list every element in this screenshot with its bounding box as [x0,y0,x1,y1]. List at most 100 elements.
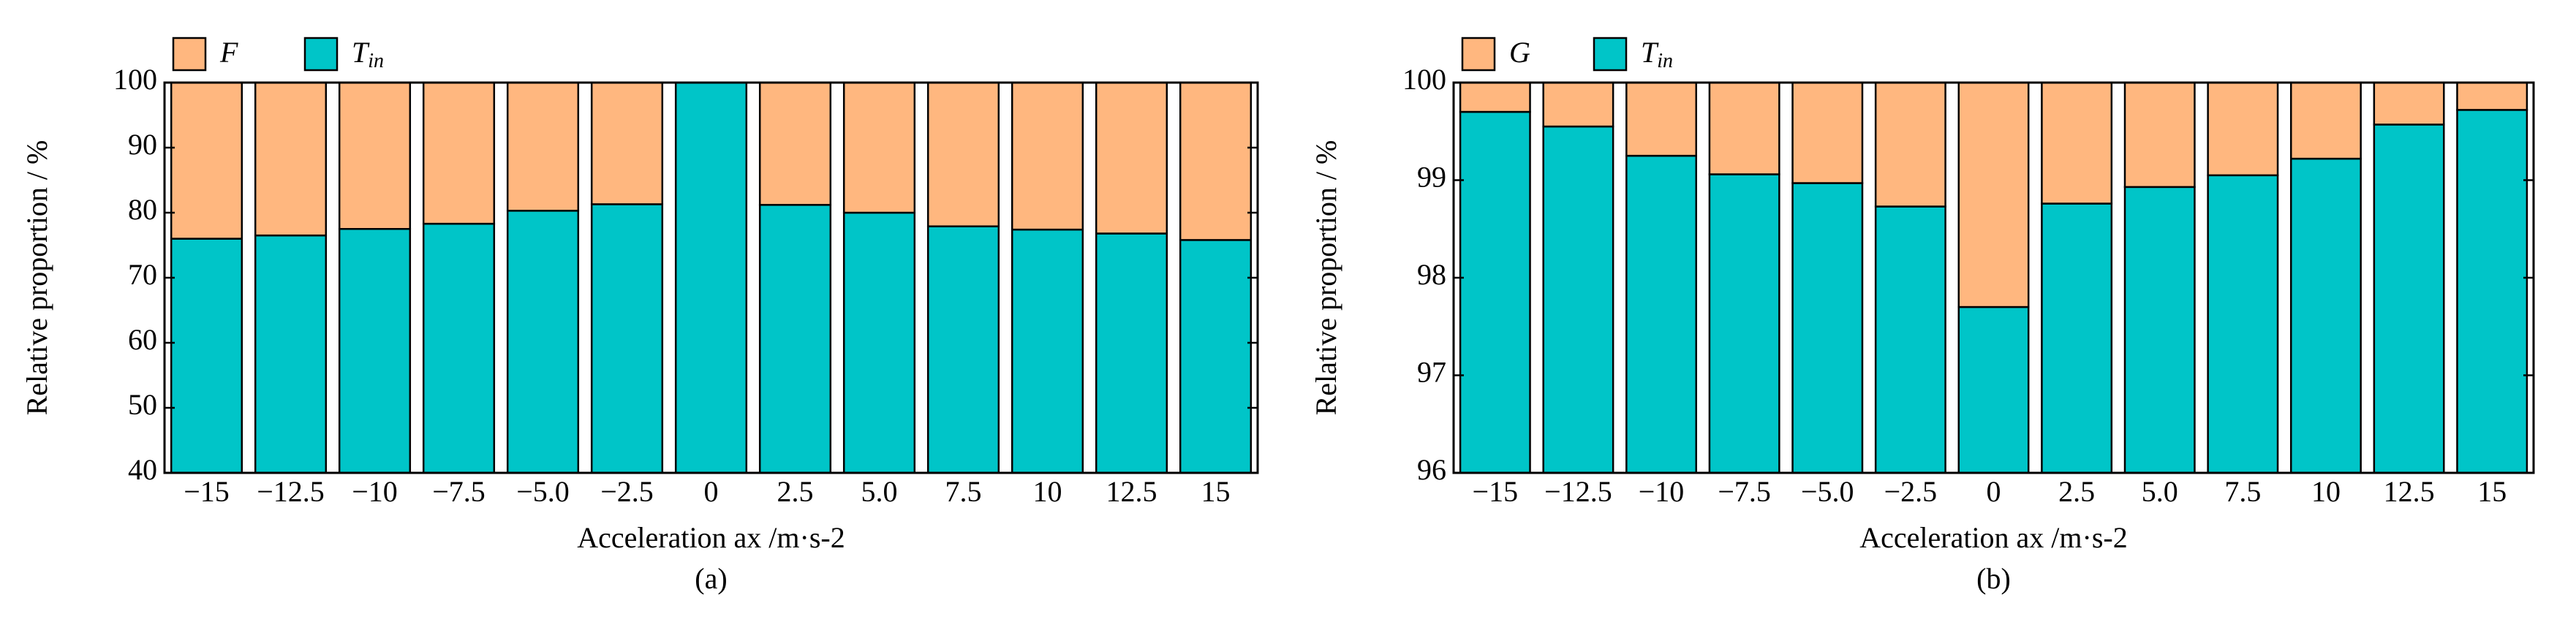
x-tick-label: −10 [1639,475,1685,508]
x-tick-label: −7.5 [432,475,486,508]
bar-segment [170,238,243,474]
x-tick-label: 15 [1201,475,1231,508]
bar-segment [1459,110,1531,474]
x-tick-label: −12.5 [1544,475,1612,508]
legend-label: Tin [1641,36,1673,72]
x-tick-label: 7.5 [2224,475,2261,508]
bar-segment [2123,186,2196,474]
legend-swatch [172,37,207,72]
bar-segment [2373,81,2445,126]
legend-swatch [1461,37,1496,72]
legend-label: Tin [352,36,384,72]
x-tick-label: −10 [352,475,398,508]
x-tick-label: −5.0 [516,475,570,508]
bar-segment [1542,125,1614,474]
y-tick-label: 99 [1417,161,1446,194]
bar-segment [1708,173,1780,474]
bar-segment [506,81,580,212]
x-axis-label: Acceleration ax /m·s-2 [577,521,845,554]
x-tick-label: −2.5 [1884,475,1938,508]
bar-segment [2373,124,2445,474]
x-tick-label: −12.5 [257,475,325,508]
bar-segment [2456,109,2528,474]
x-tick-label: 10 [2311,475,2341,508]
bar-segment [1011,81,1084,231]
bar-segment [590,203,664,474]
legend-swatch [1593,37,1628,72]
bar-segment [1095,232,1168,474]
x-tick-label: −7.5 [1718,475,1771,508]
bar-segment [1179,81,1253,241]
x-tick-label: 0 [1987,475,2001,508]
bar-segment [2041,81,2113,205]
x-tick-label: 2.5 [2058,475,2095,508]
bar-segment [2289,157,2362,474]
bar-segment [422,222,496,474]
x-tick-label: 2.5 [777,475,814,508]
x-tick-label: 0 [704,475,719,508]
bar-segment [2123,81,2196,189]
x-tick-label: −2.5 [600,475,654,508]
bar-segment [1625,81,1698,157]
bar-segment [2041,202,2113,474]
bar-segment [842,211,916,474]
bar-segment [758,204,832,474]
bar-segment [1095,81,1168,235]
y-tick-label: 97 [1417,356,1446,389]
bar-segment [758,81,832,206]
x-tick-label: −15 [1473,475,1519,508]
bar-segment [1179,239,1253,474]
bar-segment [674,81,748,474]
x-tick-label: 15 [2477,475,2507,508]
bar-segment [338,228,412,474]
y-tick-label: 96 [1417,453,1446,486]
legend-label: F [219,36,238,69]
bar-segment [1874,81,1946,208]
x-tick-label: −5.0 [1801,475,1854,508]
x-tick-label: 5.0 [2142,475,2178,508]
bar-segment [1459,81,1531,113]
y-tick-label: 100 [1402,63,1446,96]
bar-segment [1874,205,1946,474]
x-tick-label: 7.5 [945,475,982,508]
bar-segment [2207,174,2279,474]
y-axis-label: Relative proportion / % [1310,140,1342,416]
bar-segment [1957,305,2030,474]
bar-segment [2207,81,2279,177]
bar-segment [590,81,664,205]
caption: (b) [1976,562,2011,595]
y-tick-label: 40 [128,453,157,486]
bar-segment [422,81,496,225]
x-tick-label: 10 [1033,475,1062,508]
y-tick-label: 70 [128,258,157,291]
x-tick-label: 5.0 [861,475,898,508]
y-tick-label: 98 [1417,258,1446,291]
bar-segment [1625,154,1698,474]
y-tick-label: 90 [128,128,157,161]
bar-segment [842,81,916,214]
plot-frame [163,81,1259,474]
bar-segment [254,81,328,237]
plot-frame [1452,81,2535,474]
bar-segment [1957,81,2030,308]
bar-segment [1708,81,1780,175]
y-tick-label: 50 [128,388,157,421]
bar-segment [2289,81,2362,160]
y-tick-label: 60 [128,323,157,356]
bar-segment [506,210,580,474]
bar-segment [2456,81,2528,111]
y-axis-label: Relative proportion / % [20,140,53,416]
bar-segment [254,234,328,474]
bar-segment [926,225,1000,474]
bar-segment [1542,81,1614,128]
legend-swatch [303,37,339,72]
bar-segment [1791,81,1864,184]
y-tick-label: 100 [113,63,157,96]
x-axis-label: Acceleration ax /m·s-2 [1859,521,2128,554]
caption: (a) [695,562,727,595]
bar-segment [170,81,243,240]
y-tick-label: 80 [128,193,157,226]
legend-label: G [1509,36,1530,69]
bar-segment [1791,182,1864,474]
